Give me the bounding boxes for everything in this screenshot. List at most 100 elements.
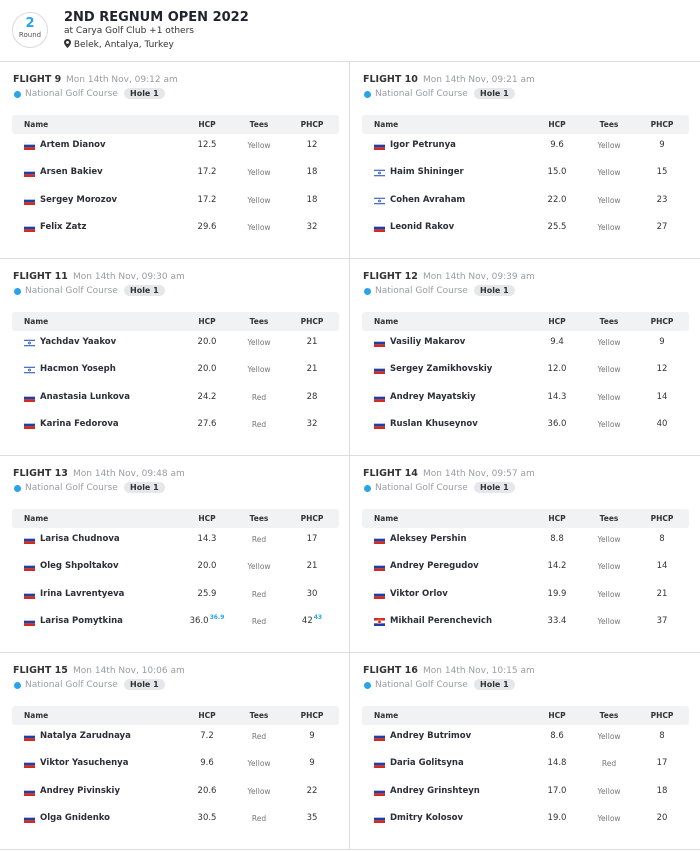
column-header: HCP xyxy=(548,514,566,523)
phcp: 8 xyxy=(659,731,664,741)
hcp-value: 7.2 xyxy=(200,731,214,741)
flight-time: Mon 14th Nov, 09:30 am xyxy=(73,272,185,282)
phcp: 21 xyxy=(307,561,318,571)
hcp-value: 19.0 xyxy=(547,813,567,823)
phcp: 14 xyxy=(657,561,668,571)
flag xyxy=(374,536,385,544)
tees: Yellow xyxy=(597,562,621,571)
phcp-value: 21 xyxy=(656,589,668,599)
phcp-value: 21 xyxy=(306,337,318,347)
player-name: Aleksey Pershin xyxy=(390,534,467,544)
round-number: 2 xyxy=(25,16,35,31)
hcp-playing: 36.9 xyxy=(209,614,225,621)
player-name: Viktor Orlov xyxy=(390,589,448,599)
hcp-value: 14.3 xyxy=(197,534,217,544)
hcp-value: 14.8 xyxy=(547,758,567,768)
table-header xyxy=(362,509,689,528)
player-name: Olga Gnidenko xyxy=(40,813,111,823)
tees: Yellow xyxy=(597,787,621,796)
player-name: Natalya Zarudnaya xyxy=(40,731,131,741)
title: 2ND REGNUM OPEN 2022 xyxy=(64,10,249,25)
hcp-value: 9.6 xyxy=(550,140,564,150)
player-name: Vasiliy Makarov xyxy=(390,337,466,347)
tees: Yellow xyxy=(247,338,271,347)
flag xyxy=(24,788,35,796)
tees: Yellow xyxy=(597,338,621,347)
flag xyxy=(374,563,385,571)
phcp-value: 12 xyxy=(656,364,668,374)
hcp: 22.0 xyxy=(548,195,567,205)
column-header: HCP xyxy=(548,317,566,326)
hcp-value: 15.0 xyxy=(547,167,567,177)
table-header xyxy=(12,509,339,528)
course: National Golf Course xyxy=(375,89,468,99)
phcp-value: 18 xyxy=(306,195,318,205)
phcp: 12 xyxy=(657,364,668,374)
hcp-value: 20.6 xyxy=(197,786,217,796)
phcp-value: 14 xyxy=(656,392,668,402)
hcp-value: 20.0 xyxy=(197,364,217,374)
player-name: Irina Lavrentyeva xyxy=(40,589,125,599)
player-name: Igor Petrunya xyxy=(390,140,456,150)
flight-number: FLIGHT 15 xyxy=(13,665,68,676)
flag xyxy=(374,366,385,374)
hcp: 19.9 xyxy=(548,589,567,599)
flag xyxy=(24,366,35,374)
tees: Red xyxy=(251,420,267,429)
phcp-value: 35 xyxy=(306,813,318,823)
table-header xyxy=(362,706,689,725)
tees: Red xyxy=(251,732,267,741)
player-name: Sergey Zamikhovskiy xyxy=(390,364,493,374)
column-header: Name xyxy=(24,120,49,129)
phcp: 18 xyxy=(657,786,668,796)
flag xyxy=(24,591,35,599)
player-name: Anastasia Lunkova xyxy=(40,392,130,402)
phcp: 35 xyxy=(307,813,318,823)
player-name: Daria Golitsyna xyxy=(390,758,464,768)
flag xyxy=(24,197,35,205)
course: National Golf Course xyxy=(375,483,468,493)
hole-badge: Hole 1 xyxy=(474,482,515,493)
tees: Yellow xyxy=(597,223,621,232)
column-header: Name xyxy=(374,711,399,720)
phcp: 12 xyxy=(307,140,318,150)
hcp-value: 17.0 xyxy=(547,786,567,796)
course-dot xyxy=(364,485,371,492)
phcp: 20 xyxy=(657,813,668,823)
flight-number: FLIGHT 11 xyxy=(13,271,68,282)
player-name: Hacmon Yoseph xyxy=(40,364,116,374)
tees: Yellow xyxy=(247,365,271,374)
hcp-value: 19.9 xyxy=(547,589,567,599)
player-name: Arsen Bakiev xyxy=(40,167,103,177)
flag xyxy=(374,591,385,599)
tees: Red xyxy=(251,814,267,823)
tees: Yellow xyxy=(597,617,621,626)
hole-badge: Hole 1 xyxy=(124,679,165,690)
phcp-playing: 43 xyxy=(313,614,323,621)
hcp-value: 25.5 xyxy=(547,222,567,232)
column-header: Tees xyxy=(249,514,269,523)
hcp: 12.5 xyxy=(198,140,217,150)
tees: Yellow xyxy=(597,535,621,544)
phcp: 9 xyxy=(659,337,664,347)
phcp-value: 21 xyxy=(306,561,318,571)
hcp: 8.6 xyxy=(550,731,564,741)
phcp-value: 37 xyxy=(656,616,668,626)
tees: Yellow xyxy=(247,759,271,768)
flight-card: FLIGHT 13 Mon 14th Nov, 09:48 am National … xyxy=(0,456,350,653)
player-name: Ruslan Khuseynov xyxy=(390,419,478,429)
player-name: Larisa Chudnova xyxy=(40,534,120,544)
hcp: 17.2 xyxy=(198,167,217,177)
hcp-value: 17.2 xyxy=(197,195,217,205)
phcp-value: 9 xyxy=(659,337,665,347)
column-header: PHCP xyxy=(300,120,324,129)
column-header: PHCP xyxy=(650,120,674,129)
flight-time: Mon 14th Nov, 10:06 am xyxy=(73,666,185,676)
hcp-value: 14.2 xyxy=(547,561,567,571)
hole-badge: Hole 1 xyxy=(474,88,515,99)
hcp: 12.0 xyxy=(548,364,567,374)
flag xyxy=(24,169,35,177)
phcp-value: 15 xyxy=(656,167,668,177)
hcp-value: 12.5 xyxy=(197,140,217,150)
flag xyxy=(374,733,385,741)
